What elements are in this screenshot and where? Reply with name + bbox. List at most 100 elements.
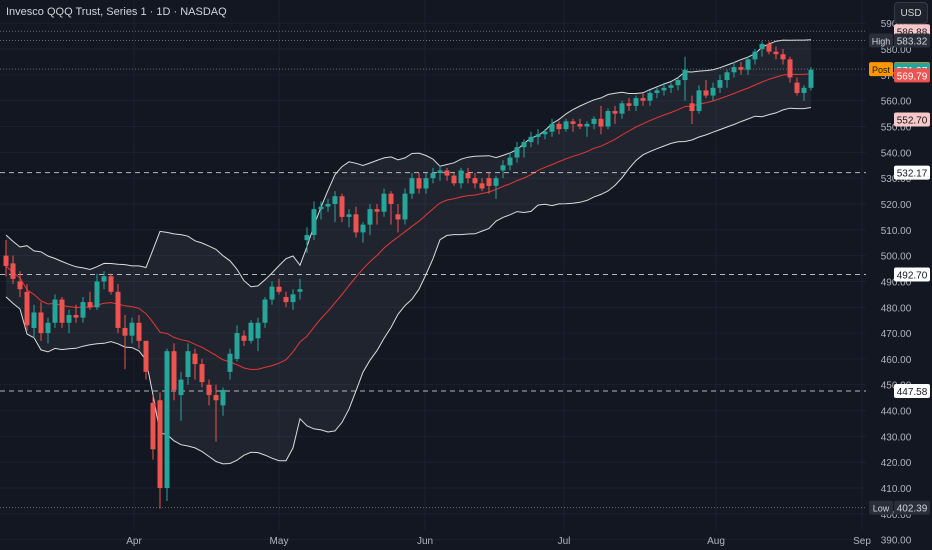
candle-body [318,206,324,210]
price-label-text: 492.70 [897,270,928,281]
price-tag-text: Low [873,504,890,514]
candle-body [717,80,723,88]
y-tick-label: 520.00 [881,200,912,211]
x-tick-label: Jun [417,536,433,547]
candle-body [283,296,289,303]
candle-body [94,281,100,308]
candle-body [654,90,660,93]
y-tick-label: 500.00 [881,252,912,263]
candle-body [801,87,807,93]
candle-body [444,170,450,176]
candle-body [122,327,128,336]
candle-body [171,351,177,390]
candle-body [808,69,814,88]
candle-body [675,80,681,86]
candle-body [87,302,93,308]
candle-body [59,299,65,323]
candle-body [766,43,772,52]
currency-button[interactable]: USD [894,2,928,24]
candle-body [164,351,170,489]
candle-body [521,142,527,148]
price-label-box [894,165,930,180]
candle-body [3,255,9,266]
candle-body [731,67,737,73]
price-label-text: 402.39 [897,504,928,515]
price-tag-text: Post [872,65,891,75]
price-tag-box [869,33,893,48]
y-tick-label: 430.00 [881,432,912,443]
candle-body [143,340,149,372]
candle-body [752,51,758,60]
candle-body [24,291,30,326]
y-tick-label: 580.00 [881,45,912,56]
candle-body [472,178,478,184]
candle-body [388,193,394,204]
candle-body [178,379,184,396]
candle-body [157,400,163,489]
price-tag-box [869,500,893,515]
candle-body [262,299,268,323]
y-tick-label: 490.00 [881,277,912,288]
candle-body [38,312,44,334]
candle-body [619,103,625,114]
candle-body [381,193,387,212]
y-tick-label: 460.00 [881,355,912,366]
candle-body [276,286,282,292]
upper-band-line [5,39,812,288]
price-label-box [894,68,930,83]
candle-body [668,85,674,88]
candle-body [563,121,569,130]
candle-body [402,193,408,220]
candle-body [451,175,457,184]
candle-body [549,123,555,132]
price-labels: 586.88583.32High572.25Post571.97569.7955… [869,24,930,515]
candle-body [241,335,247,341]
candle-body [80,302,86,318]
price-label-box [894,112,930,127]
candle-body [346,214,352,217]
candle-body [353,214,359,233]
candle-body [682,69,688,81]
price-label-box [894,500,930,515]
candle-body [640,98,646,101]
candle-body [395,214,401,220]
candle-body [780,54,786,60]
candle-body [220,389,226,406]
price-label-box [894,33,930,48]
candle-body [661,87,667,91]
candle-body [206,384,212,396]
candle-body [360,224,366,233]
candle-body [570,121,576,124]
price-label-box [894,267,930,282]
price-label-box [894,383,930,398]
y-tick-label: 420.00 [881,458,912,469]
candle-body [136,322,142,341]
candle-body [17,281,23,290]
y-tick-label: 440.00 [881,407,912,418]
candle-body [374,209,380,212]
price-label-text: 552.70 [897,116,928,127]
candle-body [185,351,191,377]
candles [3,41,814,509]
y-tick-label: 410.00 [881,484,912,495]
price-label-text: 569.79 [897,71,928,82]
x-tick-label: Apr [126,536,142,547]
candle-body [584,123,590,127]
price-label-text: 447.58 [897,387,928,398]
candle-body [759,43,765,50]
grid-lines [0,0,866,541]
candle-body [535,134,541,137]
candle-body [234,333,240,359]
candle-body [787,59,793,78]
candle-body [339,196,345,217]
candle-body [31,312,37,328]
candle-body [458,170,464,184]
candle-body [745,59,751,70]
y-tick-label: 530.00 [881,174,912,185]
candle-body [52,299,58,323]
x-tick-label: May [270,536,289,547]
candle-body [437,170,443,174]
candle-body [248,322,254,341]
candle-body [689,103,695,112]
candle-body [598,118,604,127]
